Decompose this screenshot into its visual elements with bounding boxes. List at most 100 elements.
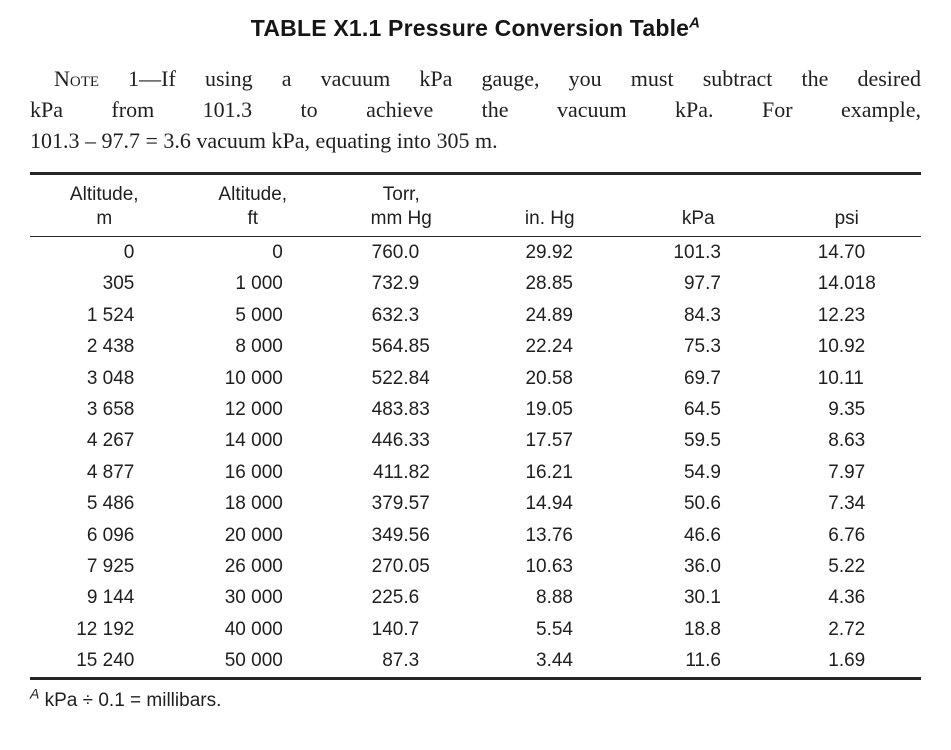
table-cell: 9.35 <box>828 399 866 421</box>
table-footnote: A kPa ÷ 0.1 = millibars. <box>30 686 921 713</box>
table-cell: 349.56 <box>371 524 430 546</box>
table-cell: 1.69 <box>828 650 866 672</box>
table-cell: 5.22 <box>828 556 866 578</box>
table-cell: 97.7 <box>683 273 721 295</box>
table-cell: 4 877 <box>86 461 135 483</box>
column-header: Torr, mm Hg <box>327 173 476 237</box>
table-cell: 59.5 <box>683 430 721 452</box>
column-header: in. Hg <box>475 173 624 237</box>
table-cell: 40 000 <box>224 618 283 640</box>
table-cell: 8.63 <box>828 430 866 452</box>
table-cell: 18 000 <box>224 493 283 515</box>
table-cell: 75.3 <box>683 336 721 358</box>
table-cell: 12 192 <box>76 618 135 640</box>
table-cell: 24.89 <box>525 304 573 326</box>
table-row: 15 240 50 000 87.3 3.44 11.6 1.69 <box>30 645 921 678</box>
table-cell: 30.1 <box>683 587 721 609</box>
table-cell: 14 000 <box>224 430 283 452</box>
table-cell: 10.11 <box>817 367 864 389</box>
table-title-text: TABLE X1.1 Pressure Conversion Table <box>250 15 690 41</box>
table-row: 7 925 26 000 270.05 10.63 36.0 5.22 <box>30 551 921 582</box>
table-cell: 1 000 <box>235 273 283 295</box>
table-cell: 36.0 <box>683 556 721 578</box>
table-cell: 64.5 <box>683 399 721 421</box>
table-row: 1 524 5 000 632.3 24.89 84.3 12.23 <box>30 300 921 331</box>
table-cell: 18.8 <box>683 618 721 640</box>
table-cell: 1 524 <box>86 304 135 326</box>
table-cell: 30 000 <box>224 587 283 609</box>
table-cell: 5.54 <box>536 618 573 640</box>
table-cell: 732.9 <box>371 273 420 295</box>
table-cell: 8 000 <box>235 336 283 358</box>
table-header: Altitude, m Altitude, ft Torr, mm Hg in. Hg kPa… <box>30 173 921 237</box>
note-line: 101.3 – 97.7 = 3.6 vacuum kPa, equating … <box>30 128 498 153</box>
table-cell: 20.58 <box>525 367 573 389</box>
table-cell: 225.6 <box>371 587 420 609</box>
table-cell: 22.24 <box>525 336 573 358</box>
column-header: kPa <box>624 173 773 237</box>
table-cell: 760.0 <box>371 242 420 263</box>
table-cell: 632.3 <box>371 304 420 326</box>
footnote-marker: A <box>30 685 40 702</box>
note-line: kPa from 101.3 to achieve the vacuum kPa… <box>30 97 921 122</box>
table-cell: 16.21 <box>525 461 573 483</box>
table-row: 9 144 30 000 225.6 8.88 30.1 4.36 <box>30 582 921 613</box>
table-cell: 20 000 <box>224 524 283 546</box>
table-cell: 6.76 <box>828 524 866 546</box>
table-cell: 2.72 <box>828 618 866 640</box>
table-cell: 17.57 <box>525 430 573 452</box>
column-header: Altitude, ft <box>178 173 327 237</box>
table-cell: 305 <box>102 273 135 295</box>
table-row: 6 096 20 000 349.56 13.76 46.6 6.76 <box>30 520 921 551</box>
table-cell: 8.88 <box>536 587 573 609</box>
note-label: Note <box>54 66 100 91</box>
table-cell: 5 486 <box>86 493 135 515</box>
table-cell: 69.7 <box>683 367 721 389</box>
table-cell: 0 <box>272 242 283 263</box>
table-cell: 4.36 <box>828 587 866 609</box>
table-row: 305 1 000 732.9 28.85 97.7 14.018 <box>30 268 921 299</box>
table-cell: 14.018 <box>817 273 876 295</box>
table-cell: 13.76 <box>525 524 573 546</box>
table-cell: 11.6 <box>685 650 721 672</box>
table-cell: 46.6 <box>683 524 721 546</box>
table-row: 3 658 12 000 483.83 19.05 64.5 9.35 <box>30 394 921 425</box>
table-cell: 7 925 <box>86 556 135 578</box>
table-row: 2 438 8 000 564.85 22.24 75.3 10.92 <box>30 331 921 362</box>
table-cell: 19.05 <box>525 399 573 421</box>
note-line: Note 1—If using a vacuum kPa gauge, you … <box>30 63 921 94</box>
table-cell: 140.7 <box>371 618 420 640</box>
table-row: 0 0 760.0 29.92 101.3 14.70 <box>30 237 921 269</box>
footnote-text: kPa ÷ 0.1 = millibars. <box>44 689 222 711</box>
table-cell: 15 240 <box>76 650 135 672</box>
table-cell: 7.97 <box>828 461 866 483</box>
table-cell: 28.85 <box>525 273 573 295</box>
table-cell: 5 000 <box>235 304 283 326</box>
column-header: psi <box>772 173 921 237</box>
table-cell: 54.9 <box>683 461 721 483</box>
table-cell: 0 <box>123 242 135 263</box>
table-cell: 9 144 <box>86 587 135 609</box>
note-line1-text: —If using a vacuum kPa gauge, you must s… <box>139 66 921 91</box>
table-cell: 7.34 <box>828 493 866 515</box>
table-cell: 10 000 <box>224 367 283 389</box>
note-number: 1 <box>128 66 140 91</box>
table-cell: 379.57 <box>371 493 430 515</box>
table-title: TABLE X1.1 Pressure Conversion TableA <box>30 14 921 42</box>
table-cell: 483.83 <box>371 399 430 421</box>
table-cell: 101.3 <box>673 242 721 263</box>
table-row: 5 486 18 000 379.57 14.94 50.6 7.34 <box>30 488 921 519</box>
table-cell: 270.05 <box>371 556 430 578</box>
table-cell: 29.92 <box>525 242 573 263</box>
table-body: 0 0 760.0 29.92 101.3 14.70 305 1 000 732.9 28.85… <box>30 237 921 679</box>
table-row: 4 267 14 000 446.33 17.57 59.5 8.63 <box>30 425 921 456</box>
title-superscript: A <box>689 14 701 32</box>
pressure-conversion-table: Altitude, m Altitude, ft Torr, mm Hg in. Hg kPa… <box>30 172 921 680</box>
table-cell: 446.33 <box>371 430 430 452</box>
table-cell: 3 658 <box>86 399 135 421</box>
table-row: 3 048 10 000 522.84 20.58 69.7 10.11 <box>30 363 921 394</box>
column-header: Altitude, m <box>30 173 179 237</box>
table-cell: 50 000 <box>224 650 283 672</box>
table-cell: 10.63 <box>525 556 573 578</box>
